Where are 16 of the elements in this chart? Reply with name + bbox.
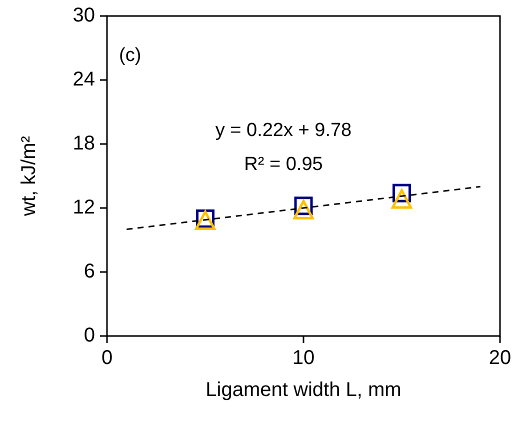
point [293,200,314,220]
y-tick-label: 0 [84,324,95,346]
y-tick-label: 6 [84,260,95,282]
annotation: y = 0.22x + 9.78 [215,120,352,142]
y-tick-label: 30 [72,4,95,26]
annotation: (c) [119,45,142,66]
x-axis-title: Ligament width L, mm [206,379,402,401]
y-tick-label: 12 [72,196,95,218]
point [392,189,412,209]
x-tick-label: 0 [101,347,113,369]
annotation: R² = 0.95 [244,154,323,176]
y-tick-label: 24 [72,68,95,90]
x-tick-label: 10 [292,347,315,369]
y-tick-label: 18 [72,132,95,154]
x-tick-label: 20 [488,347,512,369]
y-axis-title: wt, kJ/m² [18,136,40,217]
